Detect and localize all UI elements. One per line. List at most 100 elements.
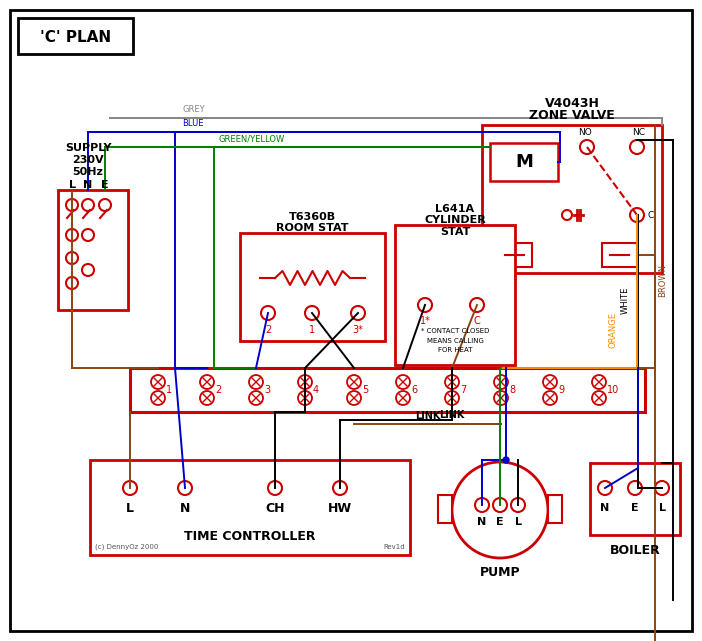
Text: N: N (84, 180, 93, 190)
Circle shape (396, 375, 410, 389)
Circle shape (630, 140, 644, 154)
Text: BROWN: BROWN (658, 263, 667, 297)
Circle shape (347, 391, 361, 405)
Circle shape (99, 199, 111, 211)
Text: 1: 1 (309, 325, 315, 335)
Circle shape (249, 391, 263, 405)
FancyBboxPatch shape (240, 233, 385, 341)
Circle shape (592, 391, 606, 405)
Circle shape (562, 210, 572, 220)
Text: 3: 3 (264, 385, 270, 395)
Text: 50Hz: 50Hz (72, 167, 103, 177)
Text: * CONTACT CLOSED: * CONTACT CLOSED (420, 328, 489, 334)
FancyBboxPatch shape (497, 243, 532, 267)
Circle shape (580, 140, 594, 154)
Circle shape (598, 481, 612, 495)
Text: HW: HW (328, 501, 352, 515)
FancyBboxPatch shape (395, 225, 515, 365)
FancyBboxPatch shape (602, 243, 637, 267)
Circle shape (200, 391, 214, 405)
Circle shape (200, 375, 214, 389)
Circle shape (66, 199, 78, 211)
Circle shape (82, 264, 94, 276)
Circle shape (628, 481, 642, 495)
Circle shape (151, 391, 165, 405)
Circle shape (543, 391, 557, 405)
Text: ZONE VALVE: ZONE VALVE (529, 108, 615, 122)
Circle shape (445, 391, 459, 405)
Text: WHITE: WHITE (621, 287, 630, 313)
Text: BLUE: BLUE (182, 119, 204, 128)
Text: BOILER: BOILER (609, 544, 661, 556)
Text: NC: NC (633, 128, 646, 137)
FancyBboxPatch shape (18, 18, 133, 54)
Text: 1*: 1* (420, 316, 430, 326)
Text: NO: NO (578, 128, 592, 137)
Text: C: C (474, 316, 480, 326)
Circle shape (66, 229, 78, 241)
Text: L: L (69, 180, 76, 190)
Circle shape (66, 277, 78, 289)
Text: 'C' PLAN: 'C' PLAN (41, 29, 112, 44)
Circle shape (305, 306, 319, 320)
Text: C: C (647, 210, 654, 219)
Text: 10: 10 (607, 385, 619, 395)
Circle shape (503, 457, 509, 463)
Text: L: L (126, 501, 134, 515)
Circle shape (82, 199, 94, 211)
Text: CH: CH (265, 501, 285, 515)
Circle shape (268, 481, 282, 495)
Circle shape (630, 208, 644, 222)
Circle shape (543, 375, 557, 389)
Text: GREY: GREY (182, 105, 204, 114)
Text: GREEN/YELLOW: GREEN/YELLOW (218, 134, 284, 143)
Text: CYLINDER: CYLINDER (424, 215, 486, 225)
Text: 1: 1 (166, 385, 172, 395)
Circle shape (249, 375, 263, 389)
Text: TIME CONTROLLER: TIME CONTROLLER (184, 531, 316, 544)
FancyBboxPatch shape (548, 495, 562, 523)
Circle shape (445, 375, 459, 389)
Text: N: N (180, 501, 190, 515)
Circle shape (655, 481, 669, 495)
Text: E: E (496, 517, 504, 527)
Circle shape (493, 498, 507, 512)
FancyBboxPatch shape (482, 125, 662, 273)
FancyBboxPatch shape (590, 463, 680, 535)
Text: E: E (101, 180, 109, 190)
Text: 6: 6 (411, 385, 417, 395)
Text: STAT: STAT (440, 227, 470, 237)
Circle shape (66, 252, 78, 264)
Circle shape (298, 375, 312, 389)
Text: L641A: L641A (435, 204, 475, 214)
Text: N: N (477, 517, 486, 527)
Text: LINK: LINK (439, 410, 465, 420)
Circle shape (418, 298, 432, 312)
Text: L: L (658, 503, 665, 513)
Circle shape (494, 375, 508, 389)
Text: MEANS CALLING: MEANS CALLING (427, 338, 484, 344)
Text: M: M (515, 153, 533, 171)
Text: 2: 2 (265, 325, 271, 335)
FancyBboxPatch shape (10, 10, 692, 631)
Circle shape (475, 498, 489, 512)
Text: ROOM STAT: ROOM STAT (277, 223, 349, 233)
Text: FOR HEAT: FOR HEAT (438, 347, 472, 353)
Text: 7: 7 (460, 385, 466, 395)
Text: PUMP: PUMP (479, 565, 520, 578)
Circle shape (470, 298, 484, 312)
Circle shape (123, 481, 137, 495)
Text: LINK: LINK (415, 411, 440, 421)
Circle shape (333, 481, 347, 495)
Text: N: N (600, 503, 609, 513)
Circle shape (452, 462, 548, 558)
Text: (c) DennyOz 2000: (c) DennyOz 2000 (95, 544, 159, 550)
Text: V4043H: V4043H (545, 97, 600, 110)
Text: 2: 2 (215, 385, 221, 395)
Circle shape (178, 481, 192, 495)
Text: 4: 4 (313, 385, 319, 395)
Text: 8: 8 (509, 385, 515, 395)
Text: 9: 9 (558, 385, 564, 395)
Circle shape (494, 391, 508, 405)
FancyBboxPatch shape (438, 495, 452, 523)
